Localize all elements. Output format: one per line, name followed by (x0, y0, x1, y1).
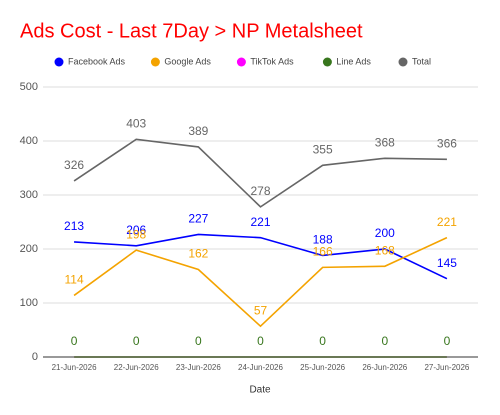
data-label: 326 (64, 158, 84, 172)
y-tick-label: 0 (32, 351, 38, 363)
data-label: 213 (64, 219, 84, 233)
legend-label: Line Ads (336, 56, 371, 66)
chart-title: Ads Cost - Last 7Day > NP Metalsheet (20, 20, 363, 42)
series-line (73, 236, 448, 328)
legend-marker (236, 57, 246, 67)
legend-marker (54, 57, 64, 67)
y-tick-label: 100 (20, 297, 38, 309)
data-label: 0 (71, 334, 78, 348)
data-label: 389 (188, 124, 208, 138)
data-label: 206 (126, 223, 146, 237)
data-label: 57 (254, 303, 268, 317)
x-tick-label: 27-Jun-2026 (424, 363, 469, 372)
data-label: 0 (319, 334, 326, 348)
x-tick-label: 22-Jun-2026 (114, 363, 159, 372)
legend-label: Facebook Ads (68, 56, 126, 66)
data-label: 200 (375, 226, 395, 240)
data-label: 0 (133, 334, 140, 348)
data-label: 168 (375, 243, 395, 257)
legend-label: TikTok Ads (250, 56, 294, 66)
data-label: 188 (313, 233, 333, 247)
data-label: 355 (313, 142, 333, 156)
data-label: 0 (195, 334, 202, 348)
legend-marker (322, 57, 332, 67)
x-tick-label: 21-Jun-2026 (52, 363, 97, 372)
data-label: 0 (381, 334, 388, 348)
data-label: 0 (444, 334, 451, 348)
legend-marker (398, 57, 408, 67)
y-tick-label: 500 (20, 81, 38, 93)
y-tick-label: 400 (20, 135, 38, 147)
x-axis-title: Date (249, 385, 271, 396)
data-label: 403 (126, 117, 146, 131)
data-label: 227 (188, 212, 208, 226)
legend-marker (150, 57, 160, 67)
data-label: 221 (437, 215, 457, 229)
data-label: 166 (313, 245, 333, 259)
legend-label: Google Ads (164, 56, 211, 66)
data-label: 162 (188, 247, 208, 261)
series-line (73, 138, 447, 208)
x-tick-label: 24-Jun-2026 (238, 363, 283, 372)
data-label: 198 (126, 227, 146, 241)
data-label: 221 (250, 215, 270, 229)
y-tick-label: 200 (20, 243, 38, 255)
data-label: 368 (375, 135, 395, 149)
data-label: 0 (257, 334, 264, 348)
x-tick-label: 23-Jun-2026 (176, 363, 221, 372)
y-tick-label: 300 (20, 189, 38, 201)
data-label: 366 (437, 137, 457, 151)
x-tick-label: 26-Jun-2026 (362, 363, 407, 372)
x-tick-label: 25-Jun-2026 (300, 363, 345, 372)
data-label: 145 (437, 256, 457, 270)
series-line (74, 233, 448, 280)
data-label: 114 (65, 273, 84, 287)
data-label: 278 (250, 184, 270, 198)
legend-label: Total (412, 56, 431, 66)
